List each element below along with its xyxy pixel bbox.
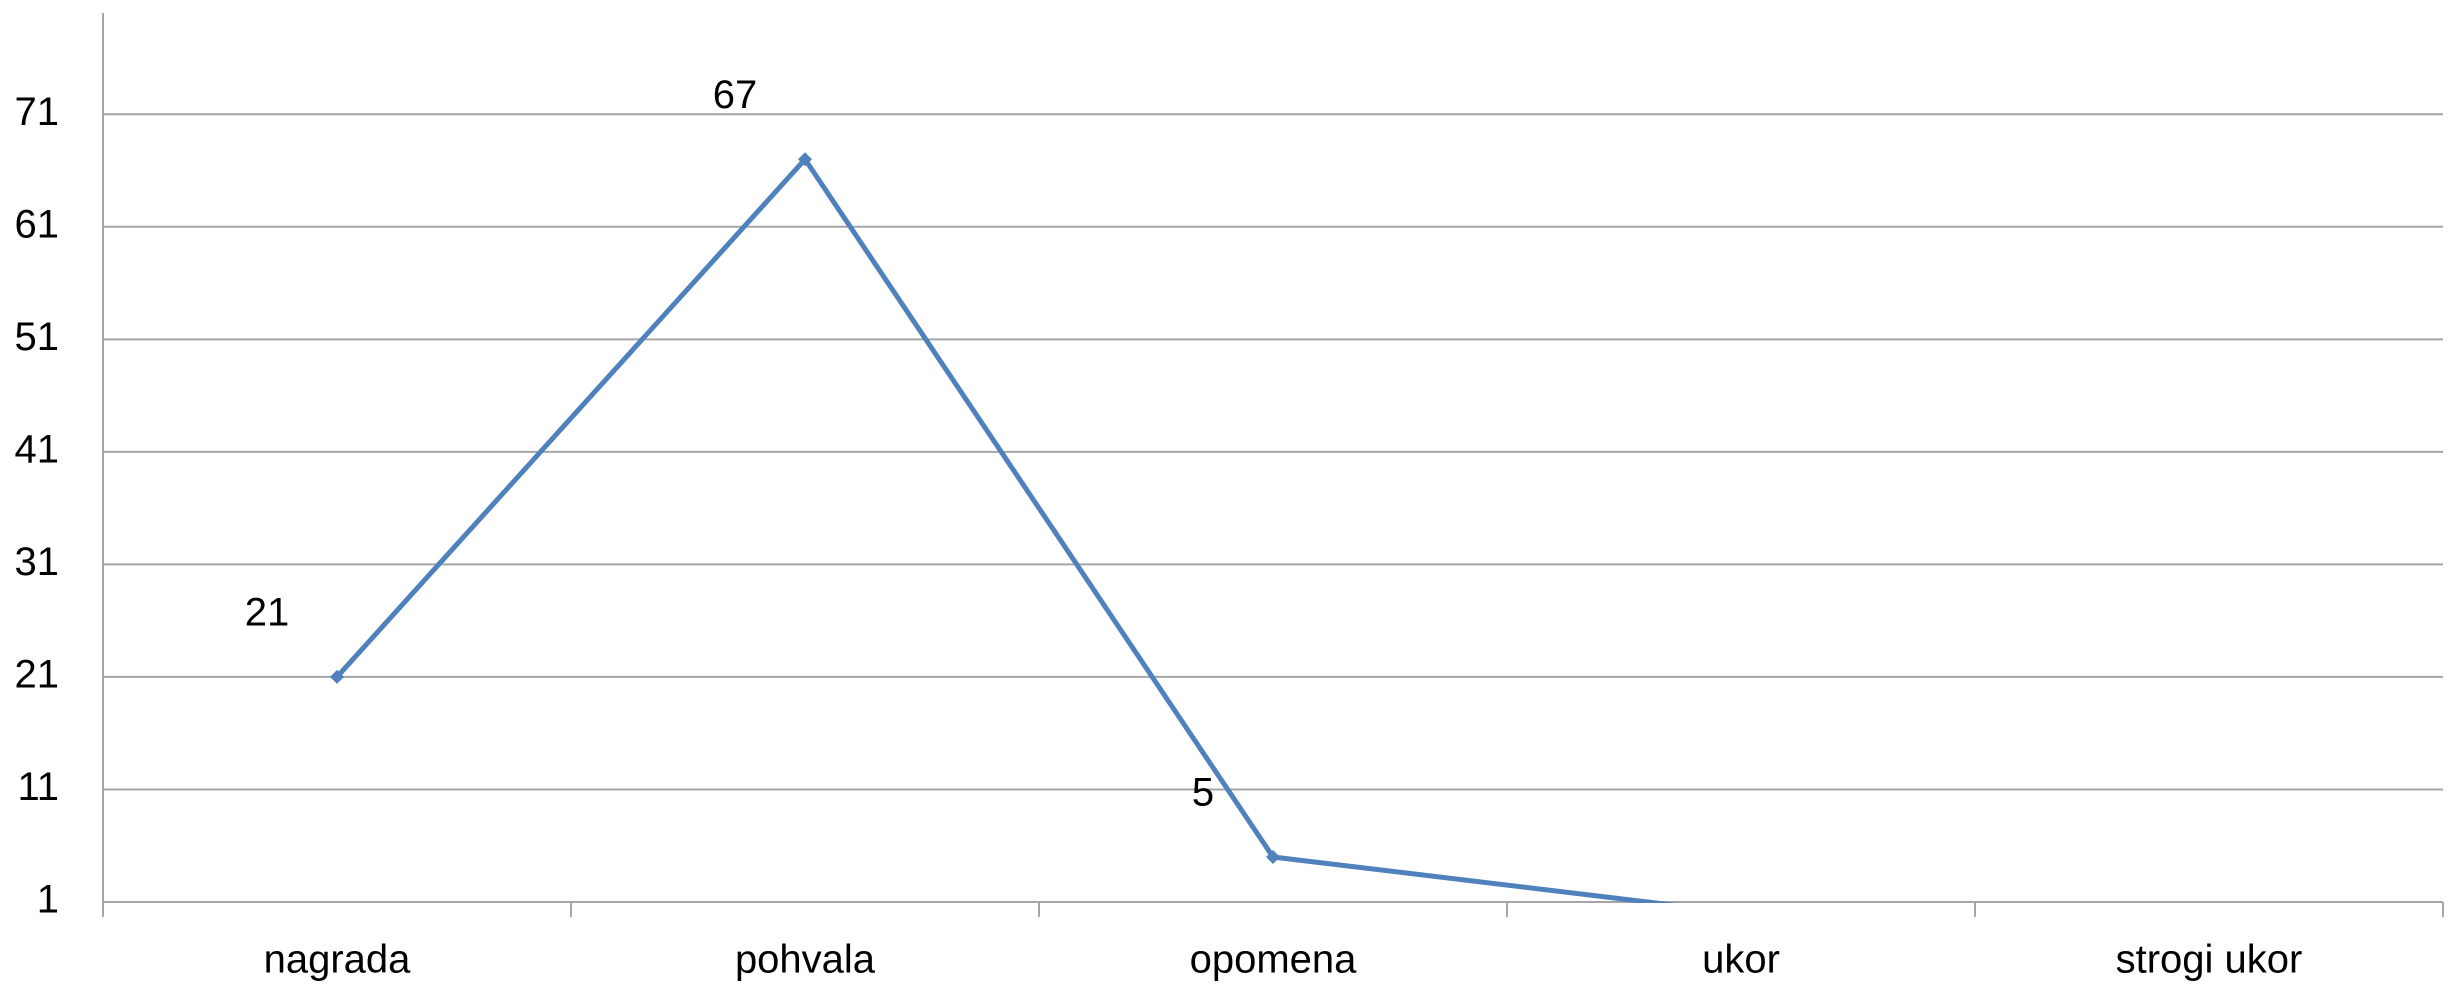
x-tick-label: pohvala <box>735 938 876 982</box>
series-line <box>335 155 1677 903</box>
data-label: 5 <box>1192 771 1214 815</box>
y-tick-label: 11 <box>17 765 59 809</box>
data-label: 67 <box>713 73 758 117</box>
marker <box>1266 849 1280 864</box>
y-tick-label: 51 <box>15 315 60 359</box>
x-tick-label: nagrada <box>264 938 412 982</box>
y-tick-label: 1 <box>37 878 59 922</box>
y-tick-label: 61 <box>15 202 60 246</box>
x-tick-label: opomena <box>1190 938 1358 982</box>
y-tick-label: 41 <box>15 427 60 471</box>
x-tick-label: strogi ukor <box>2116 938 2303 982</box>
y-tick-label: 21 <box>15 652 60 696</box>
marker <box>798 152 812 167</box>
y-tick-label: 71 <box>15 90 60 134</box>
data-label: 21 <box>245 590 290 634</box>
y-tick-label: 31 <box>15 540 60 584</box>
marker <box>330 669 344 684</box>
x-tick-label: ukor <box>1702 938 1780 982</box>
